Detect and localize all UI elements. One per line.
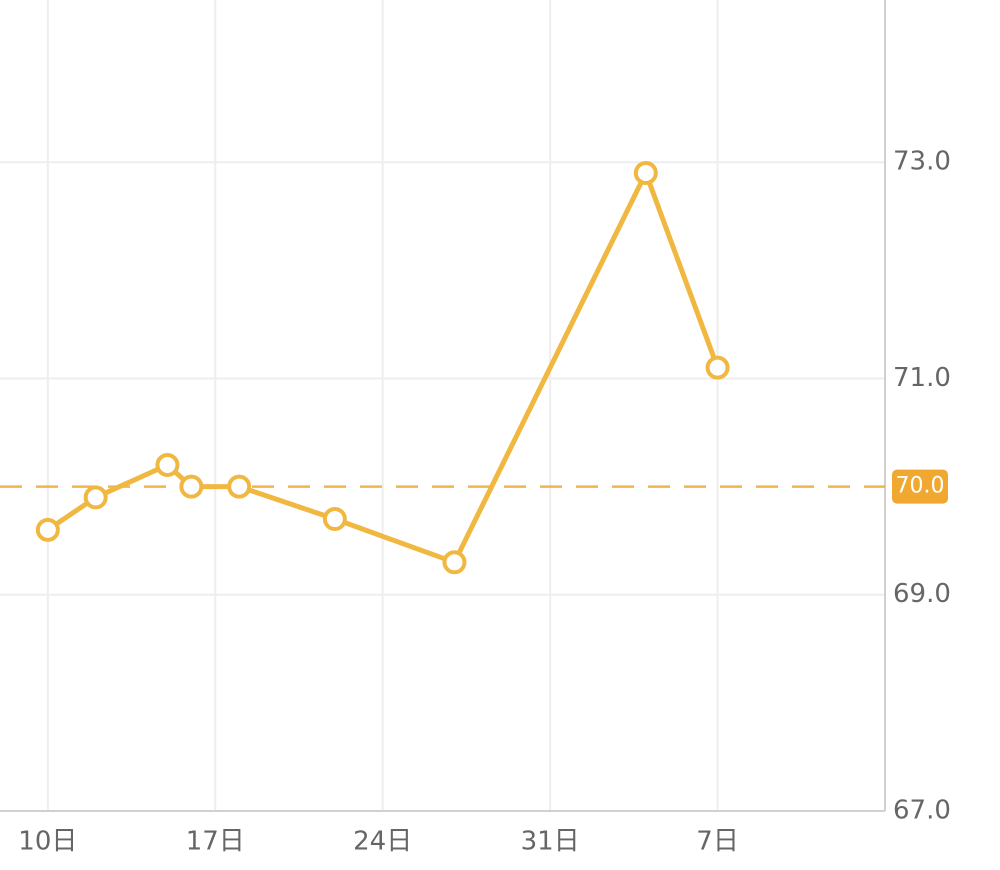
data-point bbox=[227, 474, 252, 499]
y-tick-label: 67.0 bbox=[893, 796, 951, 826]
x-tick-label: 31日 bbox=[521, 827, 580, 857]
x-tick-label: 7日 bbox=[696, 827, 739, 857]
x-tick-label: 24日 bbox=[353, 827, 412, 857]
data-point bbox=[633, 161, 658, 186]
data-point bbox=[35, 517, 60, 542]
data-point bbox=[179, 474, 204, 499]
data-point bbox=[83, 485, 108, 510]
x-tick-label: 10日 bbox=[18, 827, 77, 857]
y-tick-label: 69.0 bbox=[893, 579, 951, 609]
data-point bbox=[442, 550, 467, 575]
data-point bbox=[705, 355, 730, 380]
y-tick-label: 73.0 bbox=[893, 147, 951, 177]
data-point bbox=[155, 452, 180, 477]
reference-label: 70.0 bbox=[896, 474, 945, 499]
data-point bbox=[322, 507, 347, 532]
y-tick-label: 71.0 bbox=[893, 363, 951, 393]
x-tick-label: 17日 bbox=[186, 827, 245, 857]
reference-label-bg bbox=[892, 469, 948, 504]
